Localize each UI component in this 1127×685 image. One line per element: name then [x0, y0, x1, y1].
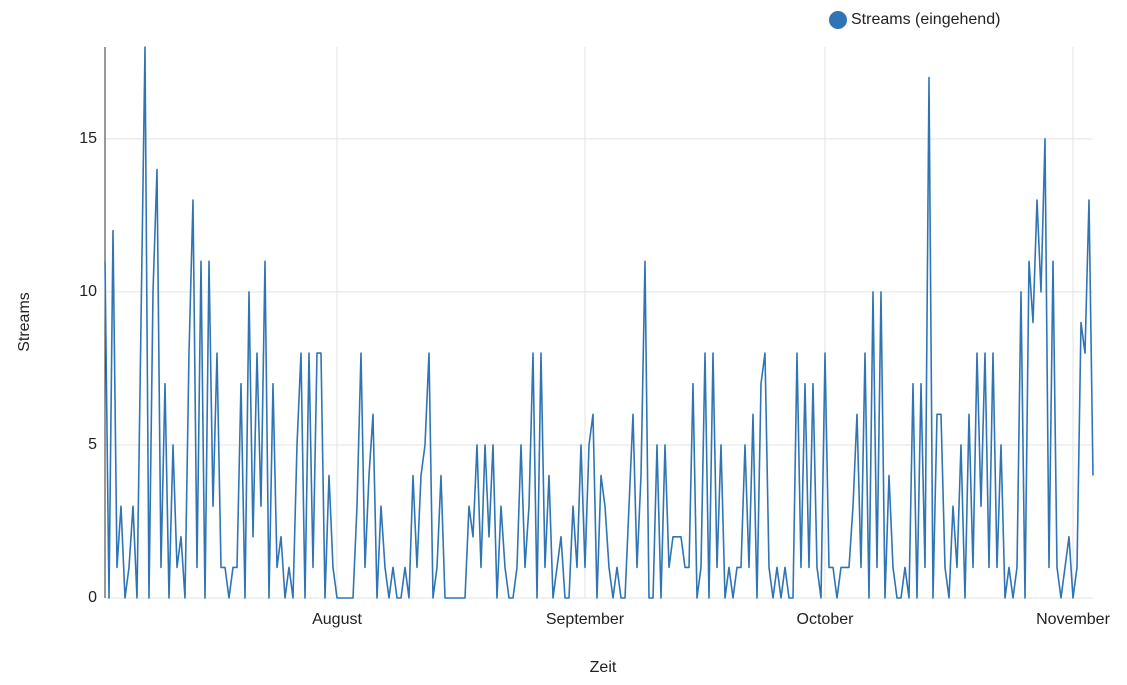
- y-tick-label: 15: [79, 130, 97, 147]
- legend-label: Streams (eingehend): [851, 11, 1000, 28]
- x-axis-label: Zeit: [590, 659, 617, 676]
- legend-marker: [829, 11, 847, 29]
- y-tick-label: 10: [79, 283, 97, 300]
- x-tick-label: November: [1036, 611, 1110, 628]
- x-tick-label: August: [312, 611, 362, 628]
- x-tick-label: September: [546, 611, 625, 628]
- y-axis-label: Streams: [16, 292, 33, 352]
- x-tick-label: October: [797, 611, 855, 628]
- y-tick-label: 5: [88, 436, 97, 453]
- line: [104, 46, 1094, 599]
- y-tick-label: 0: [88, 589, 97, 606]
